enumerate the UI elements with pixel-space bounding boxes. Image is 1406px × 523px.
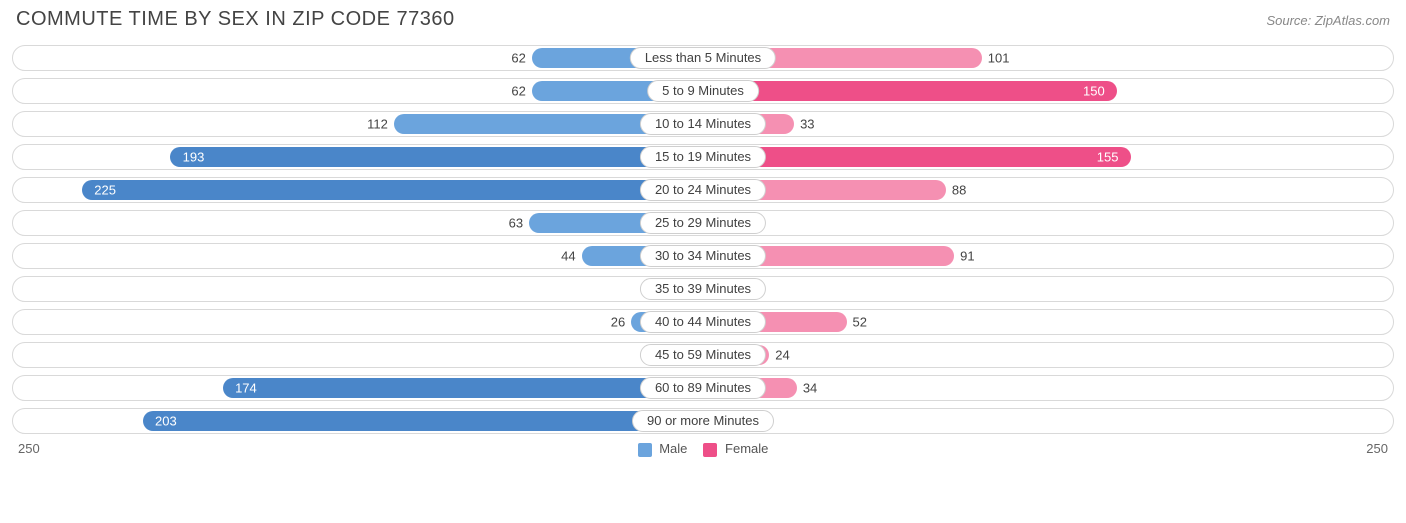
male-value: 63 [509,216,523,231]
category-label: 45 to 59 Minutes [640,344,766,366]
bar-row: Less than 5 Minutes 62 101 [12,45,1394,71]
bar-row: 25 to 29 Minutes6310 [12,210,1394,236]
female-value: 155 [1097,150,1119,165]
bar-row: 35 to 39 Minutes00 [12,276,1394,302]
category-label: 5 to 9 Minutes [647,80,759,102]
male-bar [82,180,703,200]
bar-row: 90 or more Minutes2038 [12,408,1394,434]
category-label: 35 to 39 Minutes [640,278,766,300]
male-value: 203 [155,414,177,429]
category-label: 25 to 29 Minutes [640,212,766,234]
female-value: 150 [1083,84,1105,99]
chart-legend: Male Female [638,441,769,457]
female-value: 34 [803,381,817,396]
female-value: 33 [800,117,814,132]
category-label: 15 to 19 Minutes [640,146,766,168]
male-value: 174 [235,381,257,396]
diverging-bar-chart: Less than 5 Minutes 62 101 5 to 9 Minutes 62… [12,45,1394,434]
female-bar [703,81,1117,101]
legend-label-male: Male [659,441,687,456]
category-label: 40 to 44 Minutes [640,311,766,333]
bar-row: 45 to 59 Minutes1224 [12,342,1394,368]
chart-header: COMMUTE TIME BY SEX IN ZIP CODE 77360 So… [12,8,1394,31]
male-bar [143,411,703,431]
male-value: 62 [511,84,525,99]
chart-source: Source: ZipAtlas.com [1266,13,1390,28]
male-value: 62 [511,51,525,66]
male-bar [223,378,703,398]
legend-item-female: Female [703,441,768,457]
legend-label-female: Female [725,441,768,456]
female-value: 101 [988,51,1010,66]
female-value: 88 [952,183,966,198]
bar-row: 60 to 89 Minutes 174 34 [12,375,1394,401]
category-label: 20 to 24 Minutes [640,179,766,201]
male-value: 44 [561,249,575,264]
bar-row: 40 to 44 Minutes 26 52 [12,309,1394,335]
male-value: 26 [611,315,625,330]
female-bar [703,147,1131,167]
male-value: 112 [367,117,388,132]
legend-item-male: Male [638,441,688,457]
chart-title: COMMUTE TIME BY SEX IN ZIP CODE 77360 [16,8,455,31]
category-label: Less than 5 Minutes [630,47,776,69]
swatch-female [703,443,717,457]
category-label: 30 to 34 Minutes [640,245,766,267]
female-value: 52 [853,315,867,330]
bar-row: 10 to 14 Minutes 112 33 [12,111,1394,137]
bar-row: 20 to 24 Minutes 225 88 [12,177,1394,203]
bar-row: 15 to 19 Minutes 193 155 [12,144,1394,170]
female-value: 24 [775,348,789,363]
male-value: 193 [183,150,205,165]
male-value: 225 [94,183,116,198]
bar-row: 5 to 9 Minutes 62 150 [12,78,1394,104]
male-bar [170,147,703,167]
category-label: 10 to 14 Minutes [640,113,766,135]
axis-max-left: 250 [18,441,40,456]
chart-footer: 250 Male Female 250 [12,441,1394,457]
swatch-male [638,443,652,457]
female-value: 91 [960,249,974,264]
category-label: 90 or more Minutes [632,410,774,432]
bar-row: 30 to 34 Minutes 44 91 [12,243,1394,269]
axis-max-right: 250 [1366,441,1388,456]
category-label: 60 to 89 Minutes [640,377,766,399]
